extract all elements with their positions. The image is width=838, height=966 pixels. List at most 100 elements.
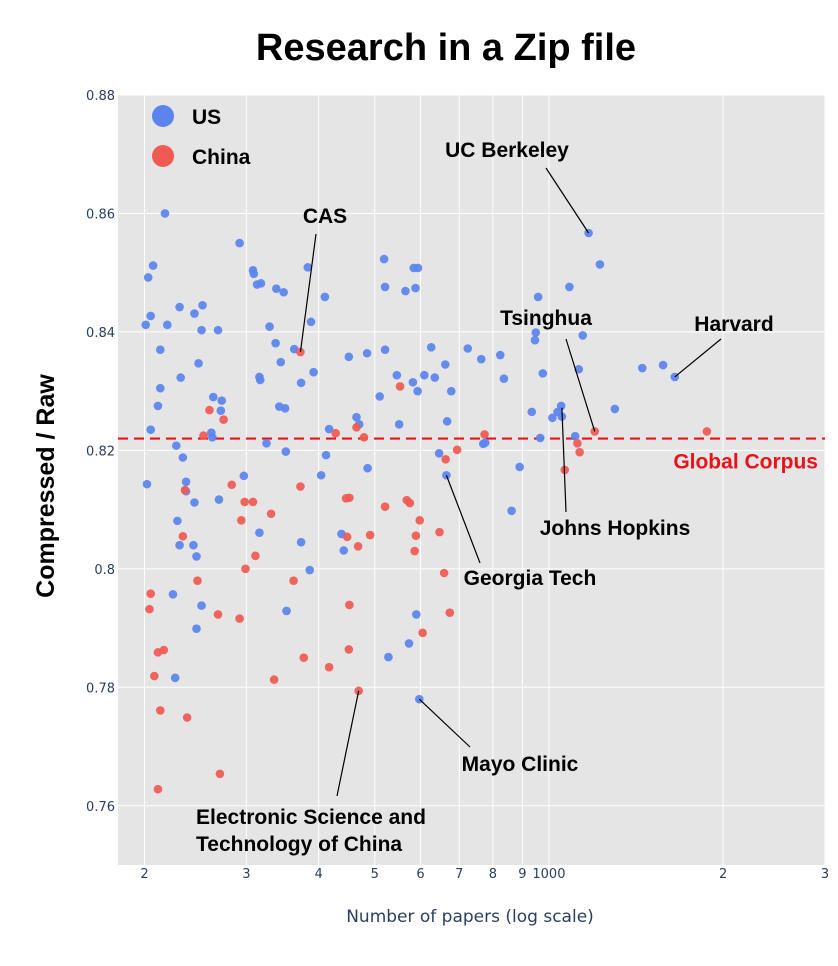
us-point: [570, 431, 580, 441]
china-point: [702, 427, 712, 436]
us-point: [239, 471, 249, 481]
annotation-label: Harvard: [694, 313, 773, 336]
us-point: [171, 441, 181, 450]
x-tick-label: 3: [821, 867, 829, 882]
x-tick-label: 5: [371, 867, 379, 882]
annotation-label: Johns Hopkins: [540, 517, 691, 540]
us-point: [413, 386, 422, 396]
us-point: [213, 325, 223, 335]
us-point: [276, 357, 286, 367]
china-point: [182, 713, 192, 722]
x-tick-label: 9: [518, 867, 526, 882]
us-point: [515, 462, 524, 472]
y-tick-label: 0.76: [86, 800, 115, 815]
us-point: [142, 479, 152, 489]
us-point: [658, 360, 668, 370]
x-tick-label: 4: [315, 867, 323, 882]
annotation-arrow: [445, 475, 481, 564]
legend-china-marker: [152, 145, 174, 167]
annotations: UC Berkeley CAS Tsinghua Harvard Johns Hopki…: [196, 139, 774, 856]
us-point: [170, 673, 180, 683]
annotation-label: Technology of China: [196, 833, 402, 856]
us-point: [538, 369, 548, 378]
china-point: [331, 428, 340, 438]
us-point: [556, 401, 566, 411]
us-point: [426, 343, 436, 352]
china-point: [354, 686, 363, 696]
us-point: [380, 282, 390, 292]
annotation-arrow: [565, 338, 596, 432]
us-point: [198, 300, 207, 310]
china-point: [439, 568, 449, 578]
china-point: [248, 497, 258, 507]
us-point: [156, 383, 165, 393]
us-point: [412, 610, 421, 619]
legend-us-label: US: [192, 106, 221, 129]
us-point: [272, 284, 281, 293]
y-tick-label: 0.86: [86, 207, 115, 222]
china-point: [145, 604, 154, 614]
us-point: [320, 292, 330, 302]
china-point: [236, 515, 246, 525]
us-point: [324, 424, 334, 434]
y-tick-label: 0.82: [86, 444, 115, 459]
us-point: [197, 601, 206, 610]
us-point: [255, 528, 264, 538]
us-point: [256, 279, 266, 288]
us-point: [296, 537, 306, 547]
china-point: [418, 628, 427, 638]
china-point: [289, 576, 298, 585]
annotation-arrow: [545, 167, 590, 234]
annotation-arrow: [299, 233, 317, 353]
us-point: [476, 354, 486, 364]
us-point: [214, 495, 224, 504]
us-point: [610, 404, 620, 414]
us-point: [235, 238, 244, 248]
plot-area: [118, 95, 825, 865]
china-point: [342, 532, 352, 542]
china-point: [227, 480, 237, 490]
us-point: [527, 407, 537, 417]
us-point: [279, 287, 288, 297]
us-point: [442, 417, 452, 426]
us-point: [153, 401, 163, 411]
china-point: [213, 610, 223, 619]
us-point: [175, 302, 184, 312]
china-point: [193, 576, 202, 585]
tick-labels: 2 3 4 5 6 7 8 9 1000 2 3 0.76 0.78 0.8 0.82 0.84 0.86 0.8…: [86, 89, 829, 882]
china-point: [415, 515, 425, 525]
china-point: [269, 675, 279, 684]
us-point: [216, 406, 226, 416]
us-point: [362, 348, 372, 358]
us-point: [176, 373, 185, 382]
china-point: [205, 405, 214, 415]
china-point: [240, 497, 249, 507]
us-point: [401, 286, 410, 296]
us-point: [394, 420, 404, 429]
us-point: [446, 386, 456, 396]
china-point: [345, 600, 354, 610]
us-point: [175, 540, 184, 550]
us-point: [379, 254, 389, 264]
us-point: [548, 413, 557, 423]
chart-title: Research in a Zip file: [256, 27, 636, 69]
us-point: [173, 516, 182, 526]
us-point: [178, 453, 188, 462]
china-point: [251, 551, 260, 561]
us-point: [192, 552, 201, 561]
china-point: [199, 431, 208, 440]
us-point: [344, 352, 354, 362]
annotation-label: CAS: [303, 205, 347, 228]
china-point: [345, 493, 354, 503]
us-point: [162, 320, 172, 330]
us-point: [316, 470, 326, 480]
us-point: [530, 335, 540, 345]
us-point: [637, 363, 647, 373]
china-point: [395, 382, 405, 391]
us-point: [384, 652, 393, 662]
annotation-label: Electronic Science and: [196, 806, 426, 829]
china-point: [405, 498, 415, 508]
china-point: [296, 482, 305, 491]
annotation-label: UC Berkeley: [445, 139, 569, 162]
us-point: [181, 477, 191, 487]
